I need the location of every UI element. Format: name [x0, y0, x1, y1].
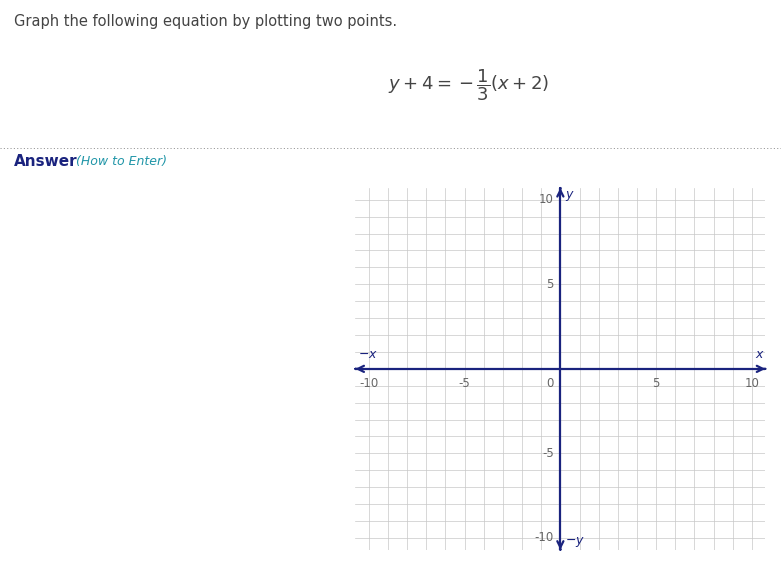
Text: $x$: $x$: [754, 348, 765, 361]
Text: $y + 4 = -\dfrac{1}{3}(x + 2)$: $y + 4 = -\dfrac{1}{3}(x + 2)$: [388, 67, 549, 103]
Text: Answer: Answer: [14, 154, 77, 169]
Text: 5: 5: [652, 378, 660, 390]
Text: 0: 0: [546, 378, 554, 390]
Text: (How to Enter): (How to Enter): [72, 155, 167, 168]
Text: 10: 10: [744, 378, 759, 390]
Text: $y$: $y$: [565, 189, 575, 203]
Text: -5: -5: [458, 378, 470, 390]
Text: -10: -10: [534, 531, 554, 544]
Text: $-y$: $-y$: [565, 535, 585, 549]
Text: -5: -5: [542, 447, 554, 460]
Text: -10: -10: [359, 378, 378, 390]
Text: Graph the following equation by plotting two points.: Graph the following equation by plotting…: [14, 14, 398, 29]
Text: 5: 5: [546, 278, 554, 291]
Text: $-x$: $-x$: [358, 348, 378, 361]
Text: 10: 10: [539, 194, 554, 206]
